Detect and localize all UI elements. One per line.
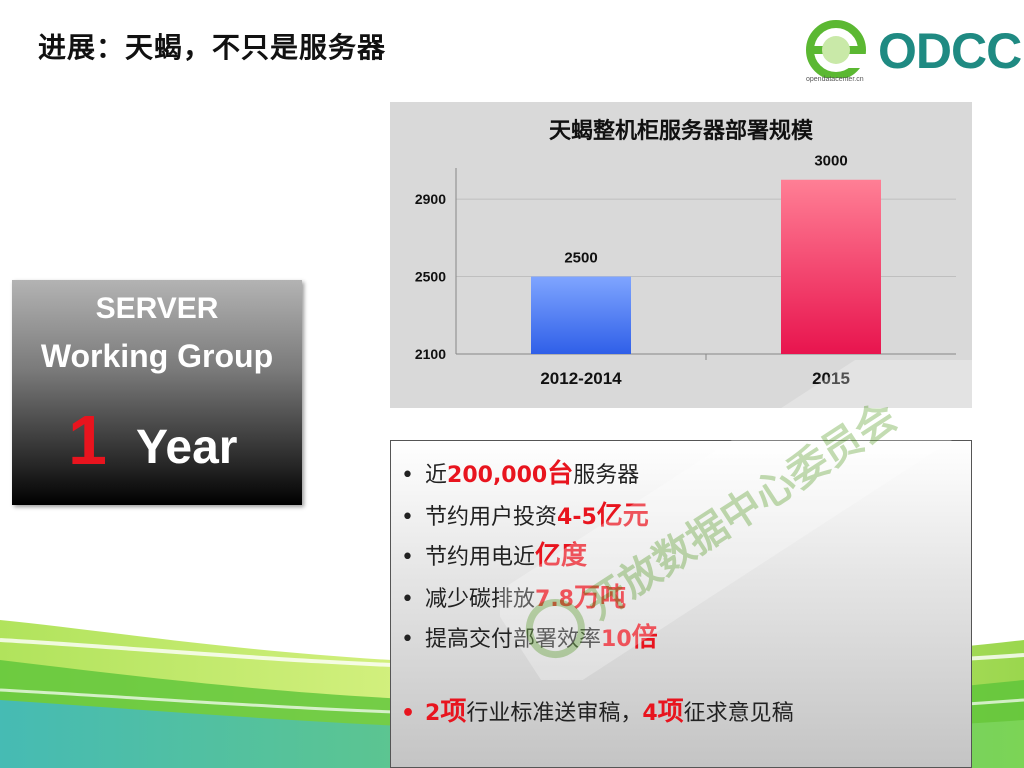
list-item: • 提高交付部署效率10倍 <box>401 623 658 653</box>
list-item: • 减少碳排放7.8万吨 <box>401 583 627 613</box>
x-tick-label: 2012-2014 <box>540 369 622 388</box>
wg-line2: Working Group <box>40 338 274 374</box>
chart-title: 天蝎整机柜服务器部署规模 <box>549 118 814 144</box>
y-tick-label: 2900 <box>415 191 446 207</box>
x-tick-label: 2015 <box>812 369 850 388</box>
achievements-list: • 近200,000台服务器 • 节约用户投资4-5亿元 • 节约用电近亿度 • 减少碳… <box>390 440 972 768</box>
chart-svg: 天蝎整机柜服务器部署规模 2100 2500 2900 2500 2012-2014 300… <box>415 118 956 388</box>
odcc-e-icon <box>806 20 870 80</box>
odcc-logo: ODCC opendatacenter.cn <box>800 18 1022 88</box>
page-title: 进展：天蝎，不只是服务器 <box>38 31 387 64</box>
list-item: • 节约用户投资4-5亿元 <box>401 501 649 531</box>
y-tick-label: 2100 <box>415 346 446 362</box>
logo-subtext: opendatacenter.cn <box>806 76 864 83</box>
list-item-standards: • 2项行业标准送审稿，4项征求意见稿 <box>401 697 794 727</box>
data-label: 2500 <box>564 250 597 267</box>
deployment-chart: 天蝎整机柜服务器部署规模 2100 2500 2900 2500 2012-2014 300… <box>390 102 972 408</box>
list-item: • 近200,000台服务器 <box>401 459 640 489</box>
wg-number: 1 <box>68 401 107 479</box>
bar <box>531 276 631 354</box>
wg-line1: SERVER <box>95 292 219 325</box>
data-label: 3000 <box>814 153 847 170</box>
logo-text: ODCC <box>878 23 1022 79</box>
wg-year: Year <box>136 421 238 474</box>
bar <box>781 179 881 354</box>
working-group-box: SERVER Working Group 1 Year <box>12 280 302 505</box>
list-item: • 节约用电近亿度 <box>401 541 588 571</box>
y-tick-label: 2500 <box>415 269 446 285</box>
